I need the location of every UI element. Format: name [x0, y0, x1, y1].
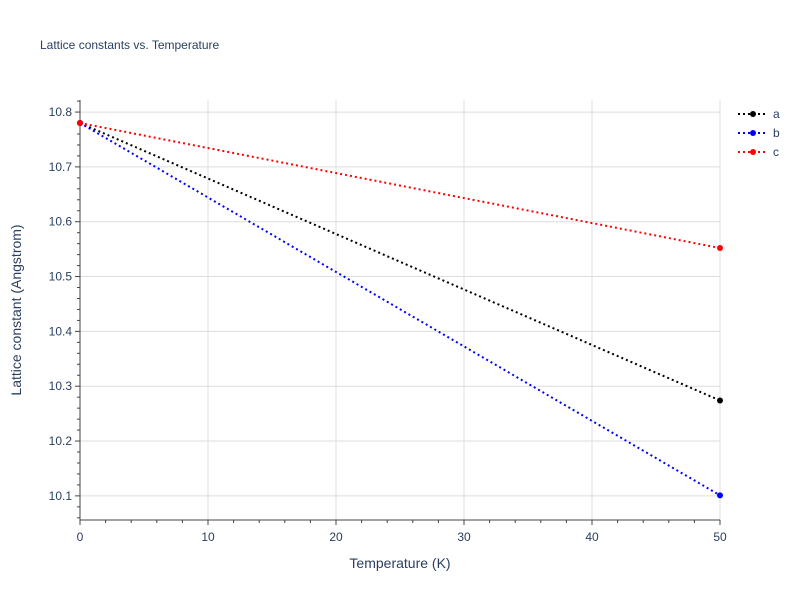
- data-point-a: [717, 397, 723, 404]
- legend-swatch-marker: [750, 149, 756, 155]
- legend-label: b: [773, 126, 780, 140]
- y-tick-label: 10.6: [49, 215, 73, 229]
- x-axis-title: Temperature (K): [349, 555, 450, 571]
- data-point-c: [717, 245, 723, 252]
- y-tick-label: 10.4: [49, 324, 73, 338]
- y-tick-label: 10.8: [49, 105, 73, 119]
- y-tick-label: 10.3: [49, 379, 73, 393]
- y-tick-label: 10.1: [49, 489, 73, 503]
- x-tick-label: 40: [585, 530, 599, 544]
- legend-label: c: [773, 145, 779, 159]
- legend: abc: [738, 107, 780, 159]
- chart-title: Lattice constants vs. Temperature: [40, 38, 220, 52]
- x-tick-label: 20: [329, 530, 343, 544]
- series-line-c: [79, 122, 721, 250]
- x-tick-label: 50: [713, 530, 727, 544]
- legend-label: a: [773, 107, 780, 121]
- data-point-c: [77, 120, 83, 127]
- y-tick-label: 10.2: [49, 434, 73, 448]
- y-tick-label: 10.7: [49, 160, 73, 174]
- y-axis-title: Lattice constant (Angstrom): [8, 224, 24, 395]
- x-tick-label: 10: [201, 530, 215, 544]
- legend-swatch-marker: [750, 111, 756, 117]
- data-point-b: [717, 492, 723, 499]
- series-line-a: [79, 122, 721, 402]
- y-tick-label: 10.5: [49, 270, 73, 284]
- x-tick-label: 0: [77, 530, 84, 544]
- legend-item-a: a: [738, 107, 780, 121]
- series-layer: [77, 120, 723, 499]
- legend-swatch-marker: [750, 130, 756, 136]
- series-line-b: [79, 122, 721, 497]
- x-tick-label: 30: [457, 530, 471, 544]
- legend-item-b: b: [738, 126, 780, 140]
- axes: 0 10 20 30 40 50 10.1 10.2 10.3 10.4 10.5 10.6 10.7 1…: [49, 100, 727, 544]
- legend-item-c: c: [738, 145, 779, 159]
- grid: [80, 100, 721, 520]
